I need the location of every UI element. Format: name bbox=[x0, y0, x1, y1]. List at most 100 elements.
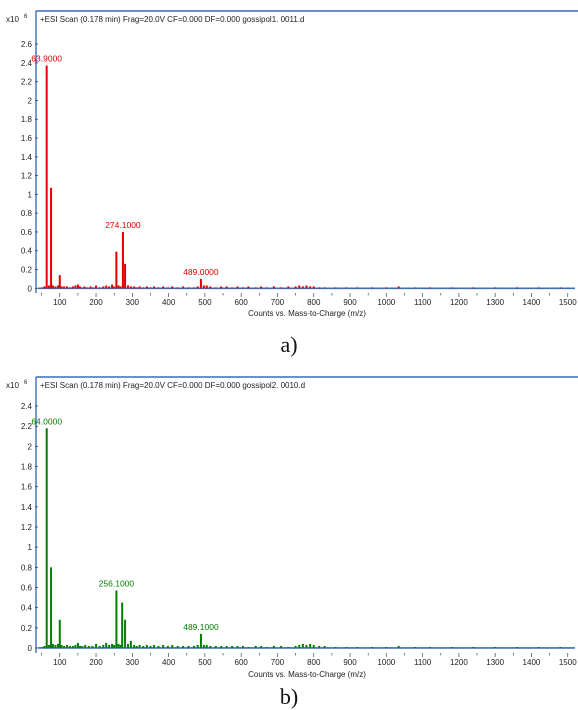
y-tick-label: 1.2 bbox=[21, 172, 33, 181]
y-tick-label: 0.8 bbox=[21, 209, 33, 218]
spectrum-peak bbox=[209, 645, 212, 648]
spectrum-peak bbox=[142, 287, 145, 289]
spectrum-peak bbox=[272, 645, 275, 648]
spectrum-peak bbox=[58, 619, 61, 648]
spectrum-peak bbox=[193, 287, 196, 289]
y-tick-label: 2.4 bbox=[21, 402, 33, 411]
spectrum-peak bbox=[318, 287, 321, 289]
spectrum-peak bbox=[119, 644, 122, 648]
scale-exponent: 6 bbox=[24, 14, 28, 20]
spectrum-peak bbox=[260, 286, 263, 289]
x-tick-label: 1000 bbox=[377, 298, 395, 307]
x-tick-label: 1300 bbox=[486, 298, 504, 307]
spectrum-peak bbox=[305, 285, 308, 289]
spectrum-peak bbox=[135, 287, 138, 289]
peak-label: 489.1000 bbox=[183, 622, 219, 632]
peak-annotations: 64.0000 256.1000 489.1000 bbox=[31, 416, 219, 632]
scale-exponent: 6 bbox=[24, 380, 28, 386]
y-tick-label: 1 bbox=[28, 190, 33, 199]
spectrum-peak bbox=[54, 644, 57, 648]
spectrum-peak bbox=[60, 644, 63, 648]
x-axis-title: Counts vs. Mass-to-Charge (m/z) bbox=[248, 309, 366, 318]
spectrum-peak bbox=[162, 644, 165, 648]
spectrum-peak bbox=[108, 644, 111, 648]
spectrum-peak bbox=[166, 287, 169, 289]
spectrum-peak bbox=[80, 287, 83, 289]
y-tick-label: 0.4 bbox=[21, 247, 33, 256]
spectrum-peak bbox=[43, 645, 46, 648]
spectrum-peak bbox=[138, 644, 141, 648]
x-tick-label: 1400 bbox=[523, 658, 541, 667]
spectrum-peak bbox=[205, 644, 208, 648]
spectrum-peak bbox=[202, 285, 205, 289]
spectrum-peak bbox=[102, 644, 105, 648]
x-tick-label: 500 bbox=[198, 298, 212, 307]
spectrum-peak bbox=[105, 285, 108, 289]
spectrum-peak bbox=[220, 286, 223, 289]
spectrum-peak bbox=[537, 646, 540, 648]
spectrum-peak bbox=[214, 287, 217, 289]
spectrum-peak bbox=[385, 646, 388, 648]
y-axis: 0 0.2 0.4 0.6 0.8 1 1.2 1.4 1.6 1.8 2 2.2 2.4 bbox=[21, 402, 38, 653]
spectrum-peak bbox=[287, 286, 290, 289]
spectrum-peak bbox=[166, 645, 169, 648]
spectrum-peak bbox=[108, 286, 111, 289]
spectrum-peak bbox=[309, 286, 312, 289]
spectrum-peak bbox=[428, 287, 431, 289]
y-tick-label: 1.6 bbox=[21, 483, 33, 492]
x-tick-label: 1500 bbox=[559, 298, 577, 307]
scale-prefix: x10 bbox=[6, 15, 19, 24]
spectrum-peak bbox=[356, 287, 359, 289]
x-tick-label: 1300 bbox=[486, 658, 504, 667]
x-tick-label: 1000 bbox=[377, 658, 395, 667]
x-tick-label: 800 bbox=[307, 298, 321, 307]
spectrum-peak bbox=[370, 287, 373, 289]
spectrum-peak bbox=[56, 285, 59, 289]
spectrum-peak bbox=[124, 619, 127, 648]
spectrum-peak bbox=[312, 286, 315, 289]
spectrum-peak bbox=[133, 286, 136, 289]
spectrum-peak bbox=[71, 645, 74, 648]
peak-label: 489.0000 bbox=[183, 267, 219, 277]
spectrum-peak bbox=[472, 646, 475, 648]
spectrum-peak bbox=[272, 286, 275, 289]
spectrum-peak bbox=[265, 646, 268, 648]
peak-label: 274.1000 bbox=[105, 220, 141, 230]
spectrum-peak bbox=[254, 645, 257, 648]
x-tick-label: 900 bbox=[343, 298, 357, 307]
spectrum-peak bbox=[559, 287, 562, 289]
spectrum-peak bbox=[187, 645, 190, 648]
peak-label: 63.9000 bbox=[31, 54, 62, 64]
spectrum-peak bbox=[98, 287, 101, 289]
x-tick-label: 900 bbox=[343, 658, 357, 667]
spectrum-peak bbox=[117, 285, 120, 289]
spectrum-peak bbox=[76, 642, 79, 648]
y-tick-label: 0 bbox=[28, 644, 33, 653]
y-tick-label: 2 bbox=[28, 96, 33, 105]
spectrum-peak bbox=[60, 286, 63, 289]
y-tick-label: 0.2 bbox=[21, 624, 33, 633]
y-tick-label: 1.4 bbox=[21, 503, 33, 512]
spectrum-peak bbox=[242, 645, 245, 648]
spectrum-peaks bbox=[41, 65, 562, 289]
x-tick-label: 1100 bbox=[414, 298, 432, 307]
x-tick-label: 700 bbox=[271, 658, 285, 667]
spectrum-peak bbox=[280, 287, 283, 289]
spectrum-peak bbox=[41, 646, 44, 648]
y-tick-label: 1.8 bbox=[21, 463, 33, 472]
spectrum-peak bbox=[56, 643, 59, 648]
spectrum-peak bbox=[472, 287, 475, 289]
spectrum-peak bbox=[68, 287, 71, 289]
spectrum-peak bbox=[133, 644, 136, 648]
spectrum-peak bbox=[182, 645, 185, 648]
spectrum-peak bbox=[81, 645, 84, 648]
panel-caption-b: b) bbox=[280, 684, 298, 709]
spectrum-peak bbox=[84, 644, 87, 648]
spectrum-peak bbox=[537, 287, 540, 289]
spectrum-peak bbox=[111, 643, 114, 648]
spectrum-peak bbox=[182, 286, 185, 289]
x-tick-label: 600 bbox=[235, 658, 249, 667]
scan-header: +ESI Scan (0.178 min) Frag=20.0V CF=0.00… bbox=[40, 15, 304, 24]
